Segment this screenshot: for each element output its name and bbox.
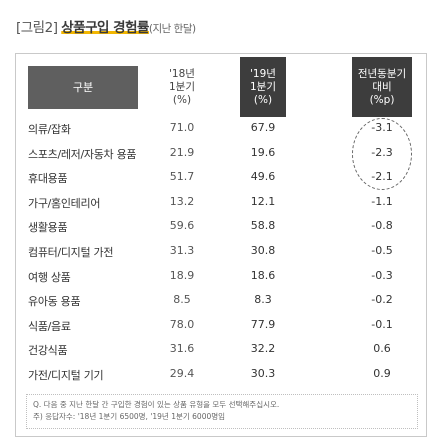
value-2019: 77.9: [250, 317, 276, 331]
value-2018: 8.5: [173, 293, 191, 307]
row-label: 휴대용품: [28, 172, 68, 186]
value-change: -3.1: [371, 121, 393, 134]
row-label: 생활용품: [28, 221, 68, 235]
table-row: 컴퓨터/디지털 가전 31.3 30.8 -0.5: [16, 239, 426, 264]
table-row: 가구/홈인테리어 13.2 12.1 -1.1: [16, 190, 426, 215]
row-label: 건강식품: [28, 344, 68, 358]
value-2019: 8.3: [254, 293, 272, 307]
table-row: 식품/음료 78.0 77.9 -0.1: [16, 313, 426, 338]
value-2019: 30.3: [250, 366, 276, 380]
table-row: 가전/디지털 기기 29.4 30.3 0.9: [16, 362, 426, 387]
value-change: -0.5: [371, 243, 393, 257]
row-label: 식품/음료: [28, 319, 71, 333]
value-2018: 21.9: [169, 145, 195, 159]
table-row: 유아동 용품 8.5 8.3 -0.2: [16, 288, 426, 313]
value-2018: 59.6: [169, 219, 195, 233]
value-2019: 32.2: [250, 342, 276, 356]
figure-title-note: (지난 한달): [148, 23, 196, 35]
row-label: 가전/디지털 기기: [28, 368, 104, 382]
value-2018: 78.0: [169, 317, 195, 331]
group-header-label: 구분: [72, 81, 94, 94]
row-label: 컴퓨터/디지털 가전: [28, 245, 114, 259]
footnote: Q. 다음 중 지난 한달 간 구입한 경험이 있는 상품 유형을 모두 선택해…: [26, 394, 418, 429]
table-row: 휴대용품 51.7 49.6 -2.1: [16, 165, 426, 190]
row-label: 의류/잡화: [28, 123, 71, 136]
value-change: -0.2: [371, 293, 393, 307]
value-2018: 71.0: [169, 121, 195, 134]
table-body: 의류/잡화 71.0 67.9 -3.1 스포츠/레저/자동차 용품 21.9 19.6 -2…: [16, 116, 426, 387]
value-2018: 31.3: [169, 243, 195, 257]
table-row: 건강식품 31.6 32.2 0.6: [16, 337, 426, 362]
value-2018: 18.9: [169, 268, 195, 282]
value-2018: 29.4: [169, 366, 195, 380]
value-change: 0.9: [373, 366, 391, 380]
value-2018: 31.6: [169, 342, 195, 356]
row-label: 가구/홈인테리어: [28, 196, 101, 210]
group-header: 구분: [28, 66, 138, 109]
row-label: 유아동 용품: [28, 295, 81, 309]
value-change: -0.3: [371, 268, 393, 282]
value-change: -0.8: [371, 219, 393, 233]
table-row: 여행 상품 18.9 18.6 -0.3: [16, 264, 426, 289]
column-header-2019: '19년 1분기 (%): [240, 57, 286, 117]
value-change: -2.1: [371, 170, 393, 184]
row-label: 여행 상품: [28, 270, 71, 284]
value-change: -0.1: [371, 317, 393, 331]
value-2019: 30.8: [250, 243, 276, 257]
table-row: 의류/잡화 71.0 67.9 -3.1: [16, 116, 426, 141]
row-label: 스포츠/레저/자동차 용품: [28, 147, 137, 161]
value-2019: 58.8: [250, 219, 276, 233]
column-header-2018: '18년 1분기 (%): [168, 67, 195, 106]
table-row: 스포츠/레저/자동차 용품 21.9 19.6 -2.3: [16, 141, 426, 166]
table-row: 생활용품 59.6 58.8 -0.8: [16, 214, 426, 239]
value-2019: 67.9: [250, 121, 276, 134]
column-header-change: 전년동분기 대비 (%p): [352, 57, 412, 117]
figure-number: [그림2]: [16, 20, 58, 36]
footnote-question: Q. 다음 중 지난 한달 간 구입한 경험이 있는 상품 유형을 모두 선택해…: [33, 400, 280, 409]
highlight-oval: [352, 118, 412, 190]
value-2019: 18.6: [250, 268, 276, 282]
footnote-sample-note: 주) 응답자수: '18년 1분기 6500명, '19년 1분기 6000명임: [33, 412, 226, 421]
data-table-panel: 구분 '18년 1분기 (%) '19년 1분기 (%) 전년동분기 대비 (%…: [15, 53, 427, 437]
value-2019: 12.1: [250, 194, 276, 208]
value-change: -1.1: [371, 194, 393, 208]
value-change: -2.3: [371, 145, 393, 159]
figure-title: [그림2] 상품구입 경험률(지난 한달): [16, 16, 196, 36]
value-2018: 51.7: [169, 170, 195, 184]
figure-title-main: 상품구입 경험률: [61, 20, 149, 36]
value-2019: 49.6: [250, 170, 276, 184]
value-2018: 13.2: [169, 194, 195, 208]
value-2019: 19.6: [250, 145, 276, 159]
value-change: 0.6: [373, 342, 391, 356]
